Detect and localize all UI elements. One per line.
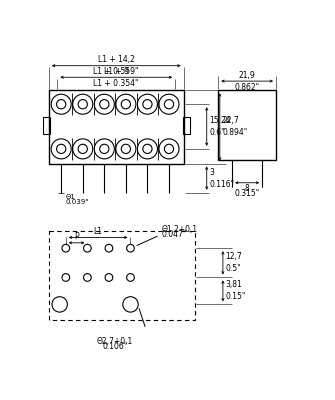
Text: 0.894": 0.894" (222, 128, 247, 138)
Text: P: P (74, 232, 79, 241)
Bar (49, 231, 195, 320)
Text: 8: 8 (245, 184, 250, 193)
Text: Θ1,2+0,1: Θ1,2+0,1 (161, 224, 197, 234)
Bar (43, 117, 50, 134)
Text: 0.039": 0.039" (66, 199, 89, 205)
Text: 0.047": 0.047" (161, 230, 187, 239)
Text: 12,7: 12,7 (225, 252, 242, 261)
Text: 3,81: 3,81 (225, 280, 242, 289)
Text: Θ2,7+0,1: Θ2,7+0,1 (97, 337, 133, 346)
Text: 21,9: 21,9 (239, 70, 256, 80)
Text: 0.106": 0.106" (103, 342, 128, 351)
Text: L1 + 0.559": L1 + 0.559" (93, 67, 139, 76)
Text: 22,7: 22,7 (222, 116, 239, 125)
Text: L1: L1 (94, 227, 103, 236)
Text: L1 + 14,2: L1 + 14,2 (98, 55, 135, 64)
Text: 0.15": 0.15" (225, 292, 246, 302)
Bar (218, 90, 276, 160)
Text: 0.116": 0.116" (209, 180, 234, 189)
Text: 0.5": 0.5" (225, 264, 241, 273)
Text: 3: 3 (209, 168, 214, 176)
Bar (183, 117, 190, 134)
Text: 0.862": 0.862" (234, 83, 260, 92)
Text: 0.315": 0.315" (234, 189, 260, 198)
Text: L1 + 9: L1 + 9 (104, 67, 129, 76)
Text: L1 + 0.354": L1 + 0.354" (93, 79, 139, 88)
Text: 15.24: 15.24 (209, 116, 231, 125)
Text: 0.6": 0.6" (209, 128, 225, 137)
Bar (49, 90, 184, 164)
Text: Θ1: Θ1 (66, 194, 76, 200)
